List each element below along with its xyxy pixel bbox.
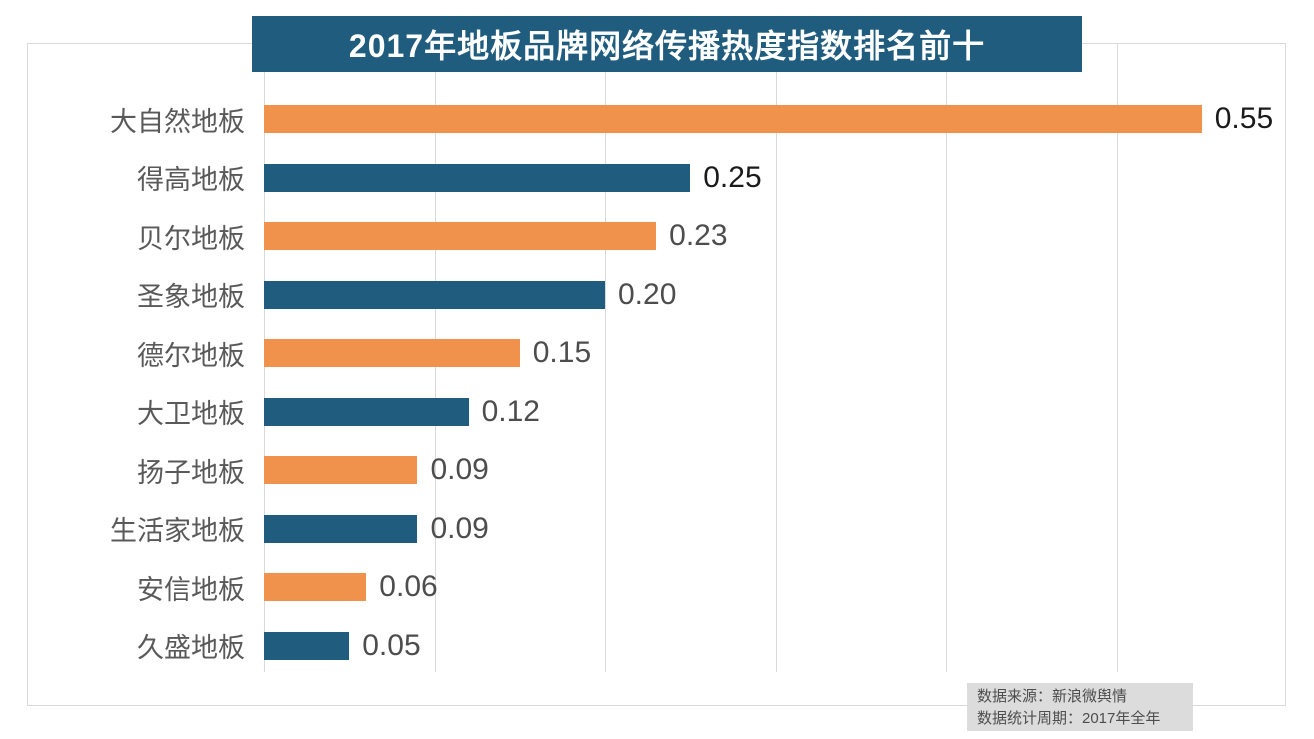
bar-row: 安信地板 0.06 bbox=[0, 558, 1314, 617]
value-label: 0.20 bbox=[618, 277, 677, 311]
category-label: 大自然地板 bbox=[110, 106, 245, 137]
bar bbox=[264, 573, 367, 601]
category-label: 久盛地板 bbox=[137, 633, 245, 664]
category-label: 扬子地板 bbox=[137, 457, 245, 488]
bar bbox=[264, 514, 418, 543]
value-label: 0.55 bbox=[1214, 102, 1274, 136]
category-label: 大卫地板 bbox=[137, 399, 245, 430]
category-label: 安信地板 bbox=[137, 574, 245, 605]
value-label: 0.05 bbox=[362, 628, 421, 662]
source-note-line1: 数据来源：新浪微舆情 bbox=[977, 688, 1128, 705]
bar-row: 贝尔地板 0.23 bbox=[0, 207, 1314, 266]
value-label: 0.23 bbox=[669, 219, 728, 253]
value-label: 0.25 bbox=[703, 160, 762, 194]
bar bbox=[264, 222, 657, 250]
bar-row: 大卫地板 0.12 bbox=[0, 383, 1314, 442]
category-label: 生活家地板 bbox=[110, 516, 245, 547]
chart-title-box: 2017年地板品牌网络传播热度指数排名前十 bbox=[252, 16, 1082, 72]
bar bbox=[264, 339, 520, 367]
bar-row: 圣象地板 0.20 bbox=[0, 266, 1314, 325]
bar bbox=[264, 456, 418, 484]
bar bbox=[264, 163, 691, 192]
bar-row: 生活家地板 0.09 bbox=[0, 500, 1314, 559]
gridline bbox=[605, 43, 606, 672]
bar-row: 德尔地板 0.15 bbox=[0, 324, 1314, 383]
category-label: 贝尔地板 bbox=[137, 223, 245, 254]
value-label: 0.12 bbox=[481, 394, 540, 428]
source-note: 数据来源：新浪微舆情 数据统计周期：2017年全年 bbox=[967, 683, 1193, 731]
bar-row: 久盛地板 0.05 bbox=[0, 617, 1314, 676]
bar-rows: 大自然地板 0.55 得高地板 0.25 贝尔地板 0.23 圣象地板 0.20 德尔地板 0.1… bbox=[0, 90, 1314, 675]
value-label: 0.06 bbox=[379, 570, 438, 604]
bar bbox=[264, 397, 469, 426]
bar-row: 得高地板 0.25 bbox=[0, 149, 1314, 208]
category-label: 圣象地板 bbox=[137, 282, 245, 313]
bar-row: 大自然地板 0.55 bbox=[0, 90, 1314, 149]
category-label: 德尔地板 bbox=[137, 340, 245, 371]
value-label: 0.15 bbox=[532, 336, 592, 370]
gridline bbox=[946, 43, 947, 672]
bar bbox=[264, 631, 350, 660]
category-label: 得高地板 bbox=[137, 165, 245, 196]
chart-title: 2017年地板品牌网络传播热度指数排名前十 bbox=[348, 28, 986, 64]
source-note-line2: 数据统计周期：2017年全年 bbox=[977, 710, 1161, 727]
gridline bbox=[1116, 43, 1118, 672]
value-label: 0.09 bbox=[430, 511, 489, 545]
value-label: 0.09 bbox=[430, 453, 489, 487]
bar bbox=[264, 105, 1202, 133]
gridline bbox=[775, 43, 777, 672]
bar bbox=[264, 280, 605, 309]
bar-row: 扬子地板 0.09 bbox=[0, 441, 1314, 500]
